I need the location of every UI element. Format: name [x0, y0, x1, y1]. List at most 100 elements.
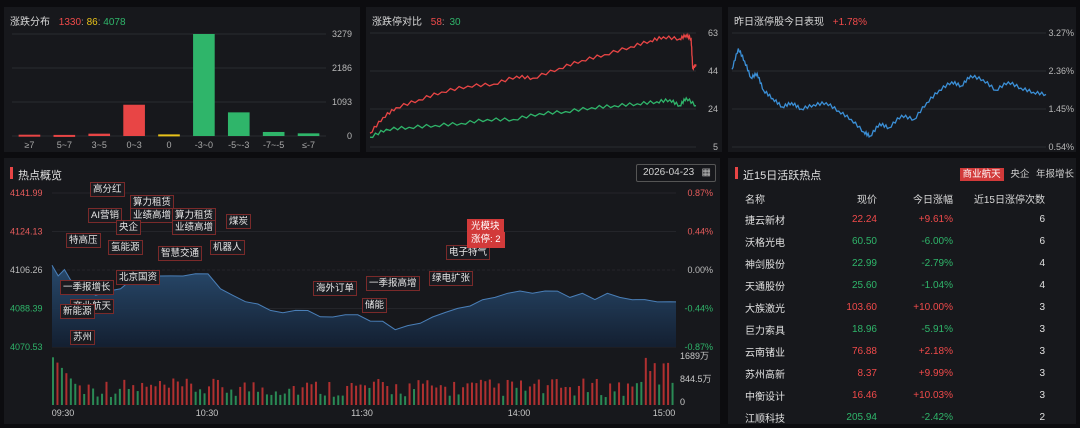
table-row[interactable]: 神剑股份 22.99 -2.79% 4: [735, 252, 1080, 274]
hotspot-tag[interactable]: 储能: [362, 298, 388, 313]
stock-change: -5.91%: [921, 323, 953, 335]
bar-category-label: 0~3: [126, 140, 141, 150]
yesterday-limit-panel: 昨日涨停股今日表现 +1.78% 3.27% 2.36% 1.45% 0.54%: [728, 7, 1076, 152]
stock-price: 25.60: [851, 279, 877, 291]
hotspot-tag[interactable]: 一季报高增: [366, 276, 420, 291]
hotspot-tag[interactable]: 央企: [116, 220, 142, 235]
table-row[interactable]: 沃格光电 60.50 -6.00% 6: [735, 230, 1080, 252]
hotspot-tag[interactable]: 北京国资: [116, 270, 161, 285]
tab-soe[interactable]: 央企: [1010, 169, 1030, 180]
stock-change: +9.99%: [918, 367, 953, 379]
bar: [297, 133, 320, 136]
y-tick-label: 44: [708, 66, 718, 76]
bar: [88, 133, 111, 136]
limit-times: 3: [1039, 323, 1045, 335]
stock-price: 22.24: [851, 213, 877, 225]
limit-title-text: 涨跌停对比: [372, 17, 422, 28]
hotspot-tag[interactable]: 机器人: [210, 240, 245, 255]
date-picker[interactable]: 2026-04-23 ▦: [636, 164, 716, 182]
stock-name: 巨力索具: [745, 325, 785, 337]
hotspot-tag[interactable]: AI营销: [88, 208, 122, 223]
table-row[interactable]: 中衡设计 16.46 +10.03% 3: [735, 384, 1080, 406]
header-change[interactable]: 今日涨幅: [913, 194, 953, 206]
distribution-title: 涨跌分布 1330: 86: 4078: [10, 17, 126, 28]
bar: [53, 134, 76, 137]
bar-category-label: -5~-3: [228, 140, 249, 150]
header-price[interactable]: 现价: [857, 194, 877, 206]
bar-category-label: -7~-5: [263, 140, 284, 150]
stock-change: +2.18%: [918, 345, 953, 357]
limit-up-count: 58: [430, 17, 442, 28]
stock-name: 苏州高新: [745, 369, 785, 381]
table-row[interactable]: 天通股份 25.60 -1.04% 4: [735, 274, 1080, 296]
limit-down-count: 30: [449, 17, 461, 28]
hotspot-tag[interactable]: 高分红: [90, 182, 125, 197]
stock-name: 中衡设计: [745, 391, 785, 403]
hotspot-tag[interactable]: 苏州: [70, 330, 96, 345]
active-panel: [728, 158, 1076, 424]
hotspot-tag[interactable]: 智慧交通: [158, 246, 203, 261]
table-row[interactable]: 江顺科技 205.94 -2.42% 2: [735, 406, 1080, 428]
up-count: 1330: [58, 17, 82, 28]
hotspot-tag[interactable]: 特高压: [66, 233, 101, 248]
series-line: [369, 32, 697, 134]
limit-times: 6: [1039, 235, 1045, 247]
limit-times: 3: [1039, 301, 1045, 313]
bar-category-label: -3~0: [195, 140, 213, 150]
hotspot-tag[interactable]: 涨停: 2: [467, 232, 505, 248]
hotspot-tag[interactable]: 新能源: [60, 304, 95, 319]
stock-price: 76.88: [851, 345, 877, 357]
table-header: 名称 现价 今日涨幅 近15日涨停次数: [735, 188, 1080, 208]
y-tick-label: 3279: [332, 29, 352, 39]
hotspot-tag[interactable]: 一季报增长: [60, 280, 114, 295]
header-limit-times[interactable]: 近15日涨停次数: [973, 194, 1045, 206]
down-count: 4078: [103, 17, 126, 28]
stock-name: 云南锗业: [745, 347, 785, 359]
limit-times: 4: [1039, 257, 1045, 269]
yesterday-title: 昨日涨停股今日表现 +1.78%: [734, 13, 867, 28]
limit-times: 6: [1039, 213, 1045, 225]
table-row[interactable]: 巨力索具 18.96 -5.91% 3: [735, 318, 1080, 340]
table-row[interactable]: 捷云新材 22.24 +9.61% 6: [735, 208, 1080, 230]
stock-name: 沃格光电: [745, 237, 785, 249]
bar-category-label: ≤-7: [302, 140, 315, 150]
yesterday-chart: 3.27% 2.36% 1.45% 0.54%: [731, 28, 1074, 152]
tab-annual-growth[interactable]: 年报增长: [1035, 169, 1074, 180]
bar-category-label: ≥7: [24, 140, 34, 150]
distribution-title-text: 涨跌分布: [10, 17, 50, 28]
calendar-icon[interactable]: ▦: [701, 167, 711, 178]
limit-times: 4: [1039, 279, 1045, 291]
hotspot-tag[interactable]: 煤炭: [226, 214, 252, 229]
bar: [18, 134, 41, 137]
tab-commercial-space[interactable]: 商业航天: [959, 168, 1004, 181]
hotspot-tag[interactable]: 业绩高增: [172, 220, 217, 235]
bar: [227, 112, 250, 136]
stock-change: -6.00%: [921, 235, 953, 247]
hotspot-marker: [10, 167, 13, 179]
bar: [193, 34, 215, 136]
stock-price: 22.99: [851, 257, 877, 269]
series-line: [369, 96, 697, 139]
stock-price: 8.37: [857, 367, 877, 379]
stock-price: 205.94: [846, 411, 877, 423]
stock-change: -1.04%: [921, 279, 953, 291]
y-tick-label: 0: [347, 131, 352, 141]
limit-times: 2: [1039, 411, 1045, 423]
bar-category-label: 0: [166, 140, 171, 150]
hotspot-title: 热点概览: [18, 170, 62, 182]
stock-name: 江顺科技: [745, 413, 785, 425]
hotspot-tag[interactable]: 绿电扩张: [429, 271, 474, 286]
hotspot-tag[interactable]: 海外订单: [313, 281, 358, 296]
date-value: 2026-04-23: [643, 167, 695, 178]
y-tick-label: 1.45%: [1048, 104, 1074, 114]
y-tick-label: 0.54%: [1048, 142, 1074, 152]
yesterday-title-text: 昨日涨停股今日表现: [734, 17, 824, 28]
hotspot-tag[interactable]: 氢能源: [108, 240, 143, 255]
header-name[interactable]: 名称: [745, 194, 765, 206]
yesterday-change: +1.78%: [832, 17, 867, 28]
limit-times: 3: [1039, 389, 1045, 401]
table-row[interactable]: 云南锗业 76.88 +2.18% 3: [735, 340, 1080, 362]
table-row[interactable]: 苏州高新 8.37 +9.99% 3: [735, 362, 1080, 384]
y-tick-label: 1093: [332, 97, 352, 107]
table-row[interactable]: 大族激光 103.60 +10.00% 3: [735, 296, 1080, 318]
